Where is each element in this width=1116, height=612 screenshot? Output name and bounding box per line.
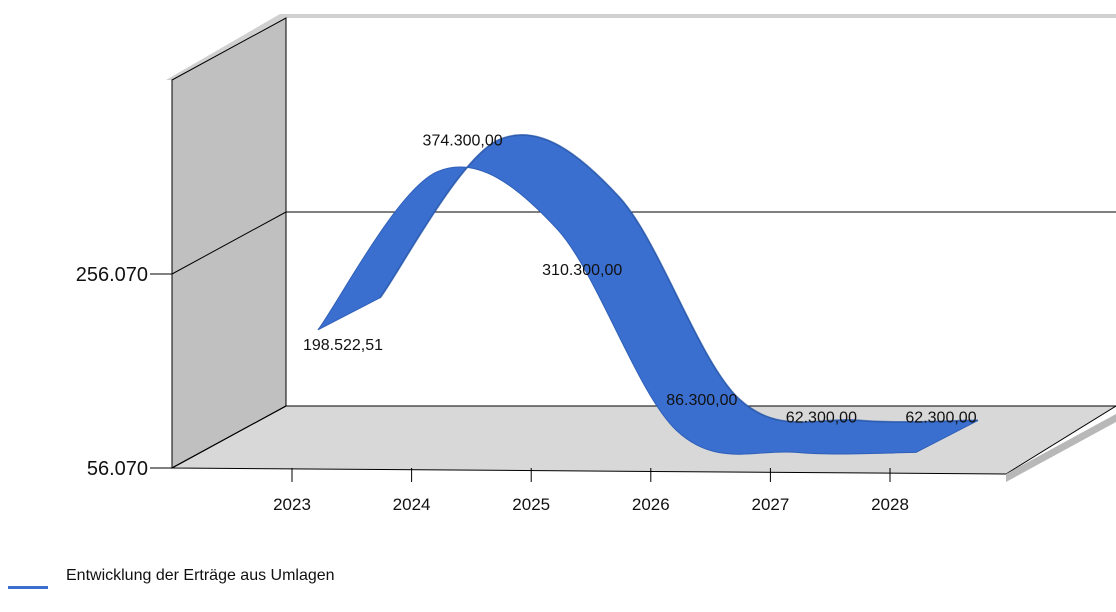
legend-swatch	[8, 586, 48, 589]
y-tick-label: 256.070	[76, 264, 148, 286]
x-tick-label: 2026	[632, 495, 670, 514]
x-tick-label: 2027	[751, 495, 789, 514]
data-label: 62.300,00	[786, 409, 857, 426]
y-tick-label: 56.070	[87, 458, 148, 480]
data-label: 86.300,00	[666, 392, 737, 409]
wall-gridline	[171, 211, 287, 275]
wall-top-edge	[166, 14, 1116, 80]
x-tick-label: 2025	[512, 495, 550, 514]
floor-edge	[1006, 414, 1116, 482]
data-label: 62.300,00	[905, 409, 976, 426]
legend: Entwicklung der Erträge aus Umlagen	[8, 568, 366, 589]
x-tick-label: 2023	[273, 495, 311, 514]
data-label: 374.300,00	[423, 133, 503, 150]
data-label: 198.522,51	[303, 337, 383, 354]
x-tick-label: 2024	[393, 495, 431, 514]
wall-gridline	[171, 405, 287, 469]
x-tick-label: 2028	[871, 495, 909, 514]
data-label: 310.300,00	[542, 262, 622, 279]
legend-label: Entwicklung der Erträge aus Umlagen	[66, 567, 335, 584]
series-line	[379, 134, 979, 424]
